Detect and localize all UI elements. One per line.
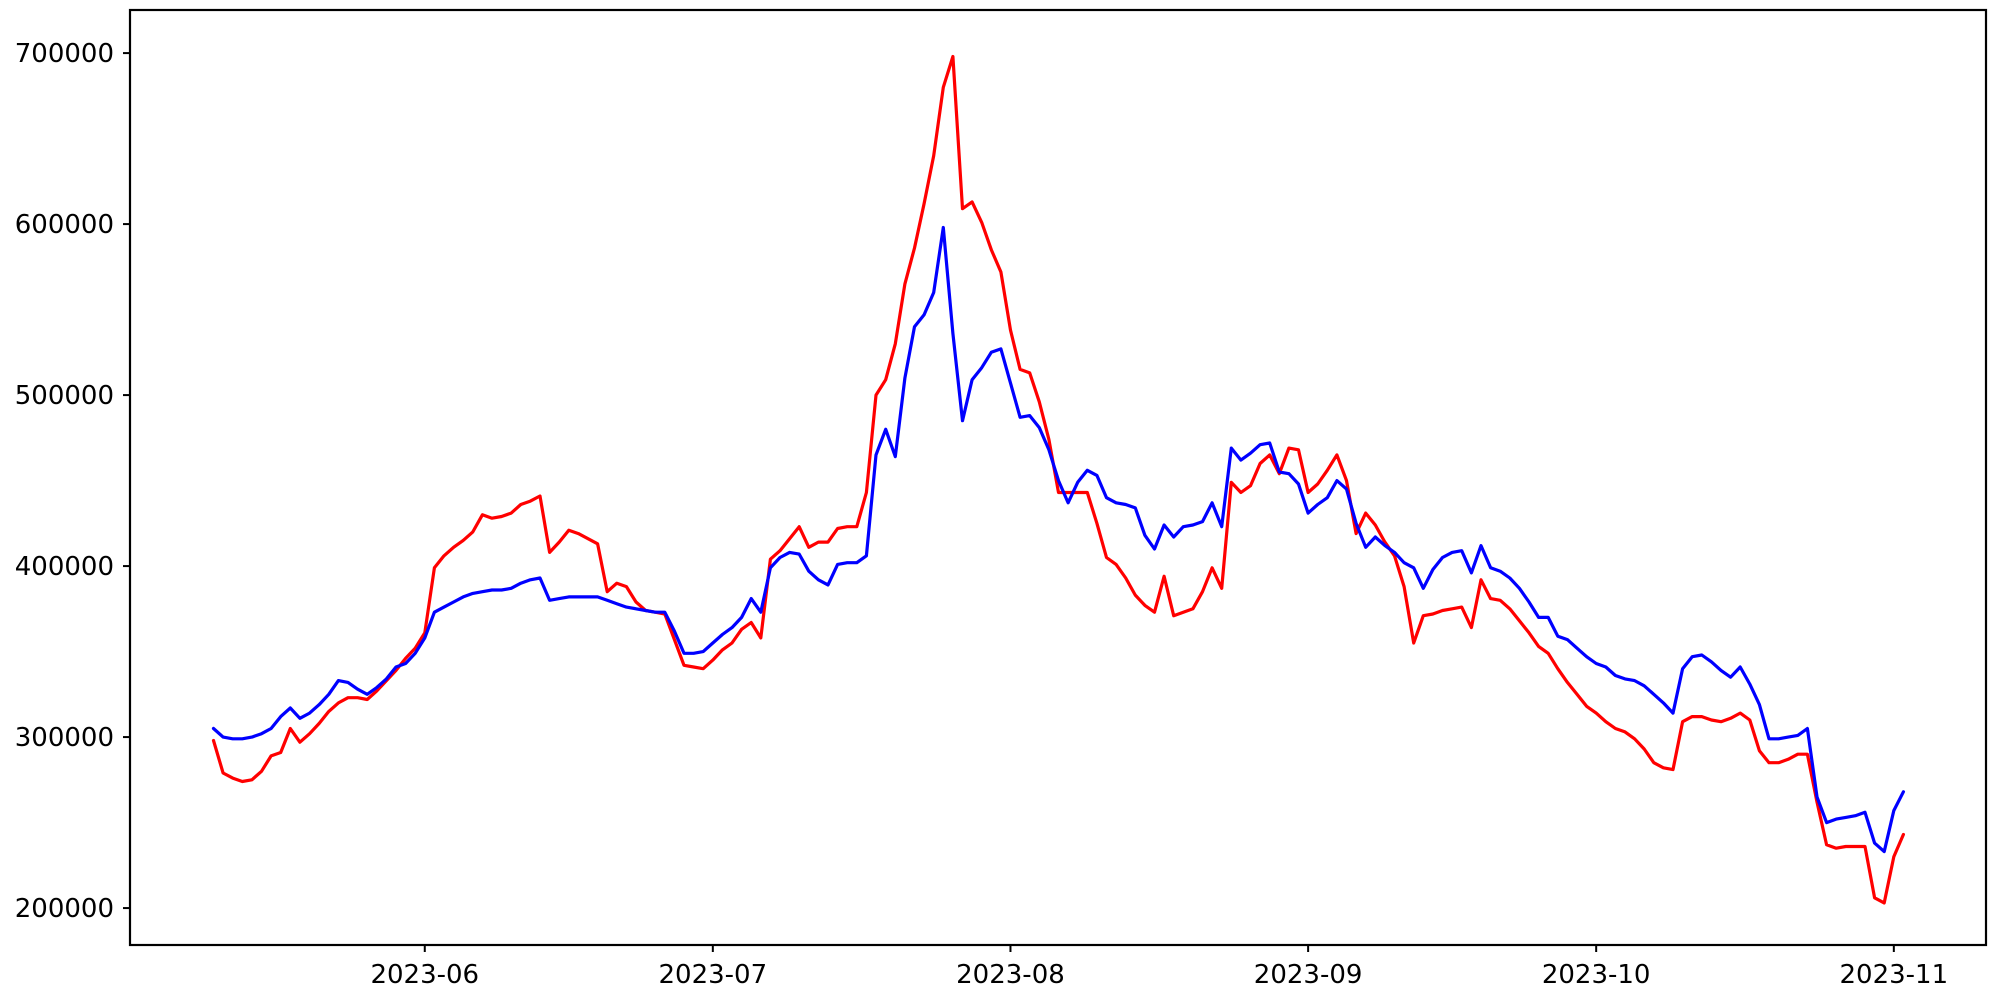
x-tick-label: 2023-10 xyxy=(1542,960,1651,990)
y-tick-label: 500000 xyxy=(15,381,114,411)
y-tick-label: 300000 xyxy=(15,723,114,753)
x-tick-label: 2023-09 xyxy=(1254,960,1363,990)
x-tick-label: 2023-07 xyxy=(659,960,768,990)
y-tick-label: 400000 xyxy=(15,552,114,582)
y-tick-label: 200000 xyxy=(15,894,114,924)
y-tick-label: 600000 xyxy=(15,210,114,240)
x-tick-label: 2023-08 xyxy=(956,960,1065,990)
red-line xyxy=(211,54,1906,905)
y-tick-label: 700000 xyxy=(15,39,114,69)
blue-line xyxy=(211,225,1906,854)
plot-border xyxy=(128,8,1988,947)
x-tick-label: 2023-11 xyxy=(1840,960,1949,990)
x-tick-label: 2023-06 xyxy=(370,960,479,990)
